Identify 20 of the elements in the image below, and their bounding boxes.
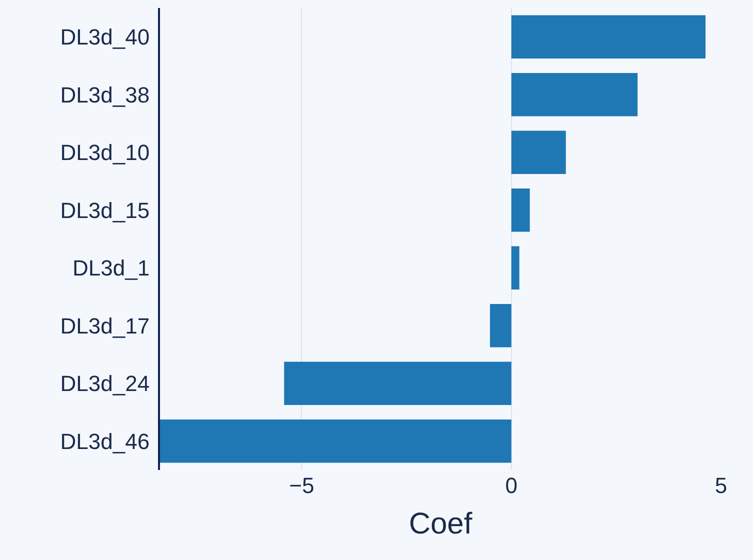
bar <box>511 246 520 290</box>
bar <box>284 362 512 406</box>
y-tick-label: DL3d_38 <box>60 82 150 108</box>
bar <box>511 188 530 232</box>
x-axis-title: Coef <box>408 508 473 540</box>
bar <box>160 419 512 463</box>
bar <box>511 15 706 59</box>
x-tick-label: −5 <box>289 473 314 498</box>
x-tick-label: 0 <box>505 473 518 498</box>
y-tick-label: DL3d_1 <box>72 256 150 281</box>
y-tick-label: DL3d_15 <box>60 198 150 223</box>
y-tick-label: DL3d_46 <box>60 428 150 454</box>
x-tick-label: 5 <box>714 473 728 498</box>
y-tick-label: DL3d_10 <box>60 140 150 166</box>
y-tick-label: DL3d_17 <box>60 313 150 338</box>
bar <box>511 130 566 174</box>
bar <box>490 304 512 348</box>
y-tick-label: DL3d_24 <box>60 371 150 396</box>
y-tick-label: DL3d_40 <box>60 24 150 50</box>
bar <box>511 72 638 116</box>
